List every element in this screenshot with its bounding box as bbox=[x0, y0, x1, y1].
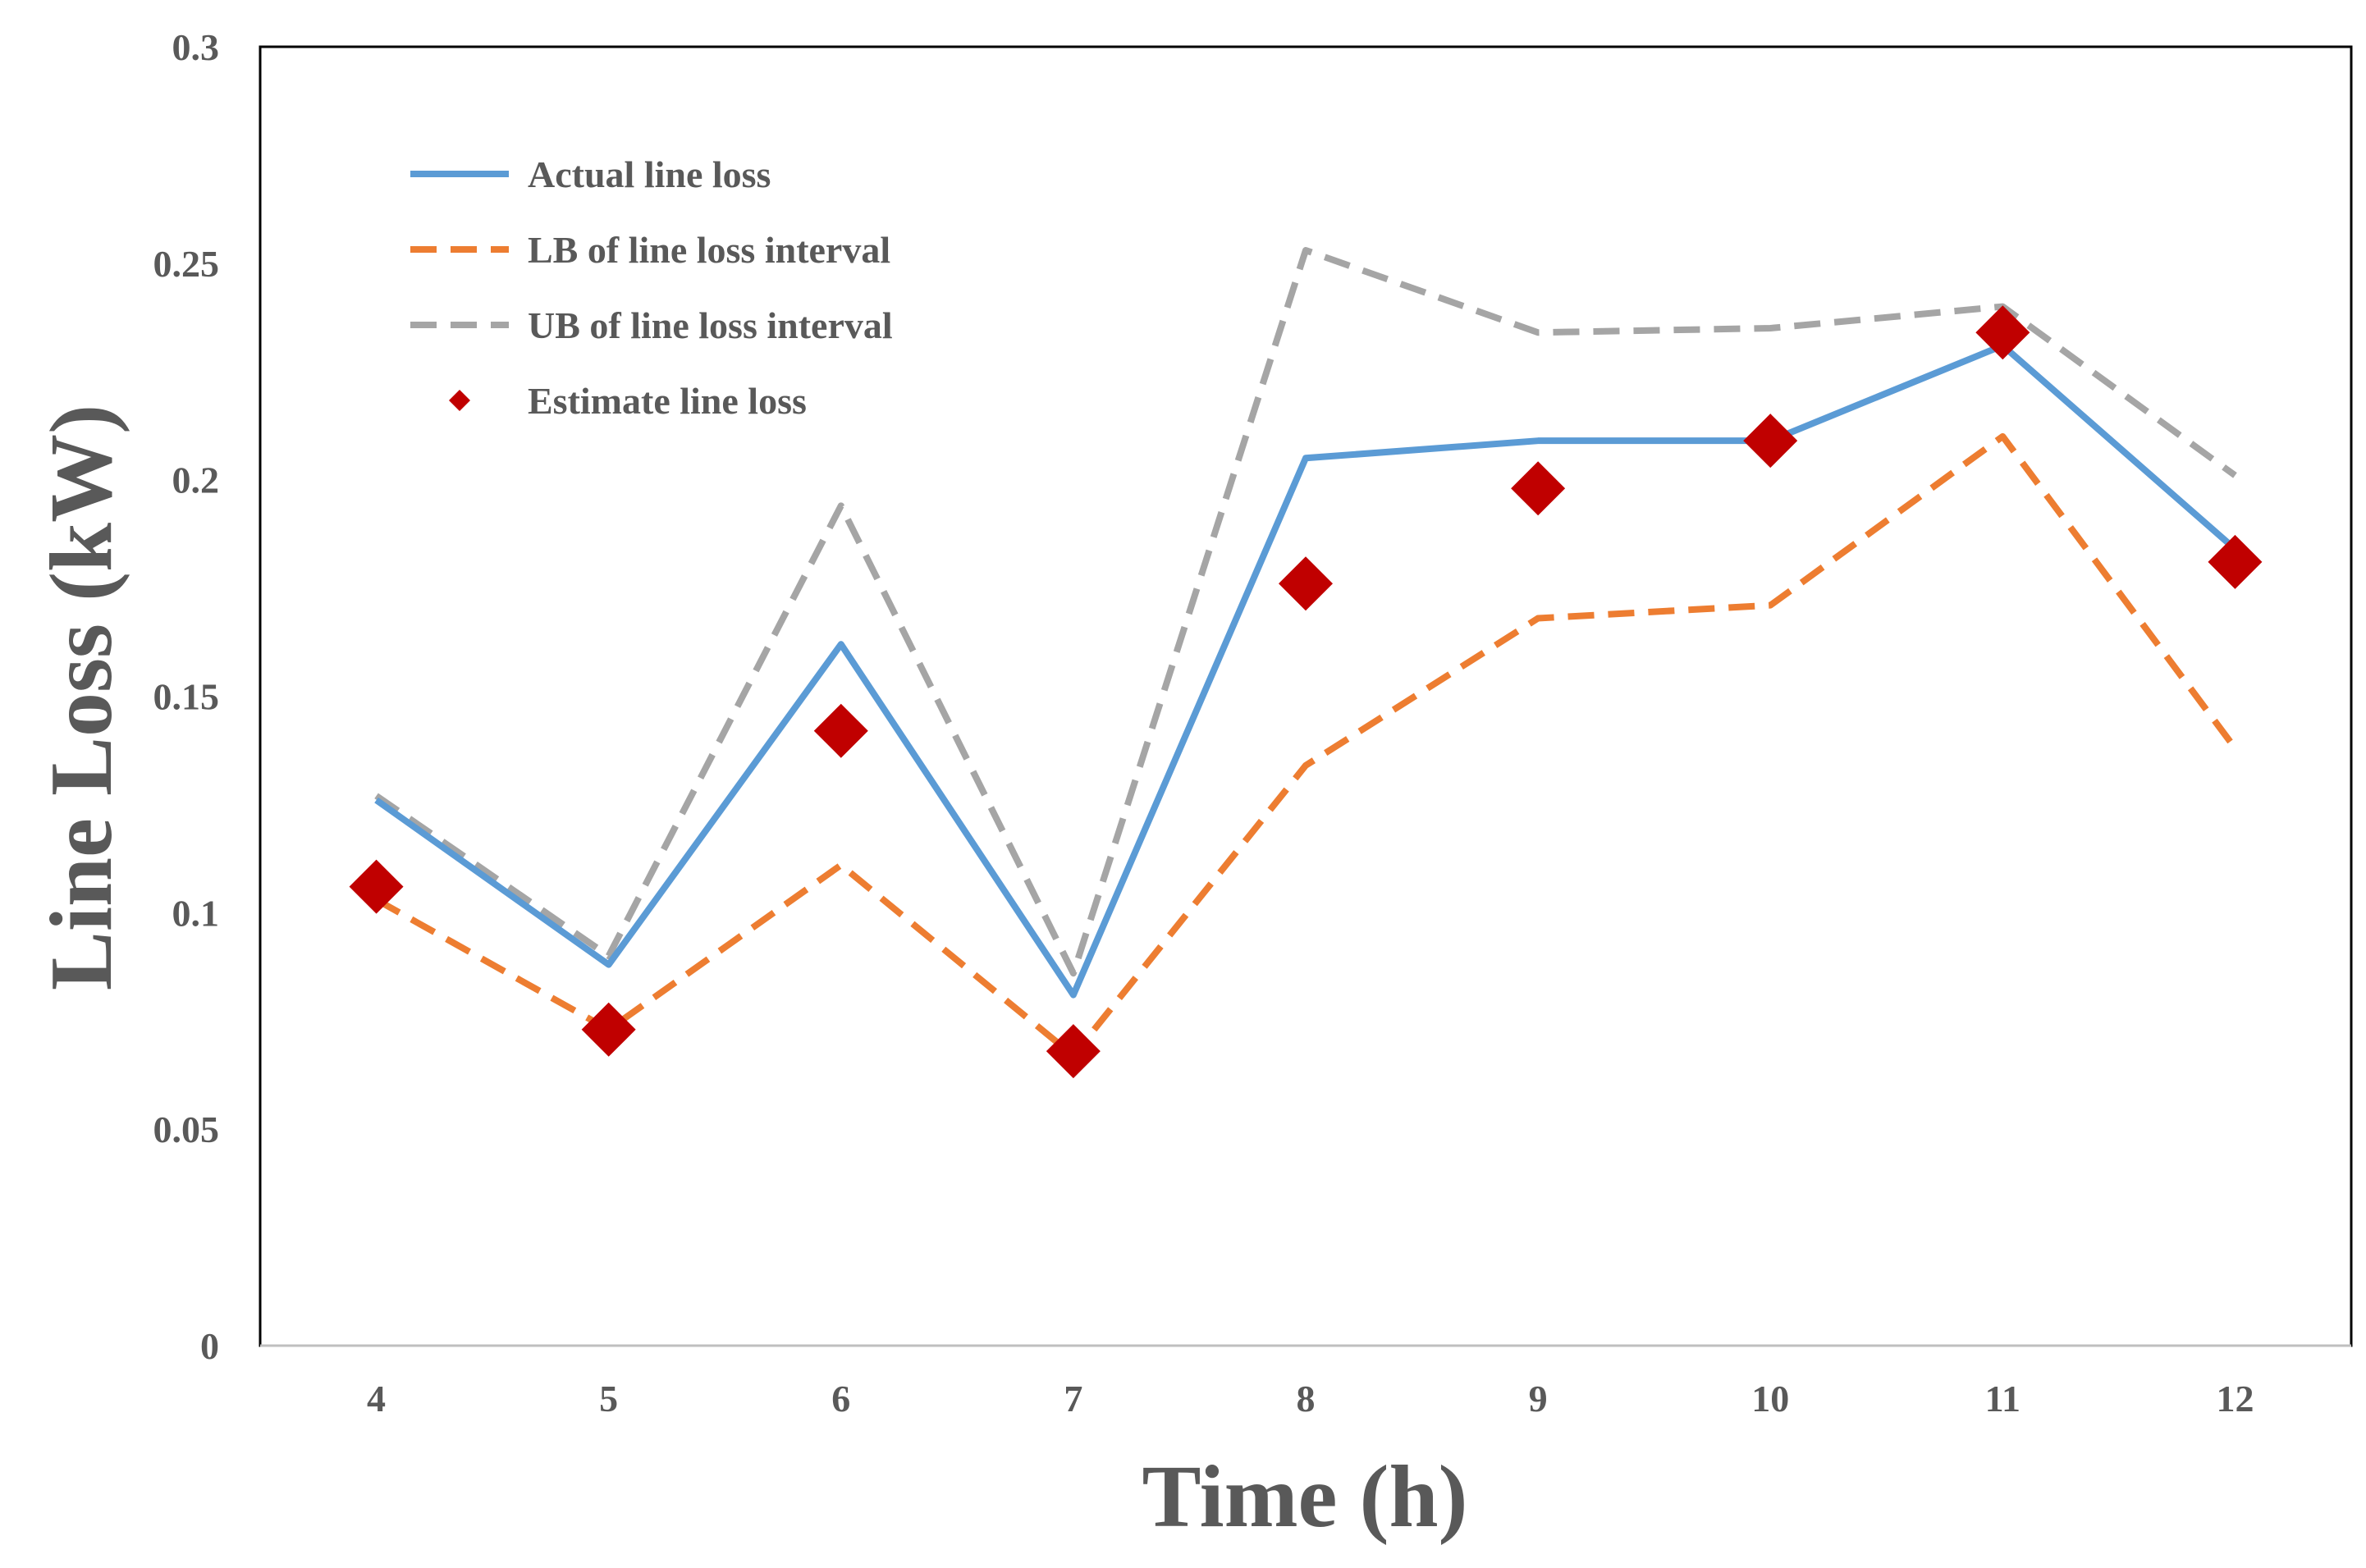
x-tick-label: 7 bbox=[1064, 1378, 1082, 1419]
legend-swatch bbox=[449, 390, 470, 411]
legend-label: Estimate line loss bbox=[528, 380, 807, 422]
series-line-lb-of-line-loss-interval bbox=[374, 432, 2238, 1059]
x-tick-label: 4 bbox=[367, 1378, 386, 1419]
estimate-marker bbox=[349, 859, 404, 914]
series-line-actual-line-loss bbox=[374, 342, 2238, 999]
legend: Actual line loss LB of line loss interval… bbox=[410, 153, 893, 422]
estimate-marker bbox=[813, 703, 868, 758]
legend-item-actual-line-loss: Actual line loss bbox=[410, 153, 771, 195]
legend-label: Actual line loss bbox=[528, 153, 771, 195]
x-tick-label: 5 bbox=[599, 1378, 618, 1419]
y-axis-label: Line Loss (kW) bbox=[33, 405, 130, 990]
y-tick-label: 0.05 bbox=[153, 1109, 220, 1150]
x-tick-label: 8 bbox=[1297, 1378, 1316, 1419]
x-tick-label: 11 bbox=[1985, 1378, 2020, 1419]
x-axis-label: Time (h) bbox=[1142, 1448, 1468, 1546]
y-axis-ticks: 0 0.05 0.1 0.15 0.2 0.25 0.3 bbox=[153, 26, 220, 1367]
series-ub-of-line-loss-interval bbox=[374, 247, 2237, 977]
estimate-marker bbox=[1046, 1024, 1101, 1079]
estimate-marker bbox=[581, 1002, 636, 1057]
estimate-marker bbox=[1743, 414, 1798, 469]
y-tick-label: 0 bbox=[200, 1325, 219, 1367]
y-tick-label: 0.3 bbox=[172, 26, 220, 68]
legend-item-lb-of-line-loss-interval: LB of line loss interval bbox=[410, 229, 890, 271]
y-tick-label: 0.2 bbox=[172, 459, 220, 501]
x-tick-label: 6 bbox=[831, 1378, 850, 1419]
y-tick-label: 0.15 bbox=[153, 676, 220, 718]
legend-item-ub-of-line-loss-interval: UB of line loss interval bbox=[410, 304, 893, 346]
legend-item-estimate-line-loss: Estimate line loss bbox=[449, 380, 807, 422]
series-actual-line-loss bbox=[374, 342, 2238, 999]
x-tick-label: 9 bbox=[1529, 1378, 1548, 1419]
estimate-marker bbox=[1975, 305, 2030, 360]
x-tick-label: 12 bbox=[2216, 1378, 2254, 1419]
legend-label: UB of line loss interval bbox=[528, 304, 893, 346]
estimate-marker bbox=[1511, 461, 1566, 516]
estimate-marker bbox=[1279, 556, 1333, 611]
series-estimate-line-loss bbox=[349, 305, 2263, 1079]
series-lb-of-line-loss-interval bbox=[374, 432, 2238, 1059]
x-tick-label: 10 bbox=[1751, 1378, 1789, 1419]
y-tick-label: 0.25 bbox=[153, 243, 220, 285]
estimate-marker bbox=[2208, 534, 2263, 589]
y-tick-label: 0.1 bbox=[172, 892, 220, 934]
series-line-ub-of-line-loss-interval bbox=[374, 247, 2237, 977]
x-axis-ticks: 4 5 6 7 8 9 10 11 12 bbox=[367, 1378, 2254, 1419]
legend-label: LB of line loss interval bbox=[528, 229, 890, 271]
series-layer bbox=[349, 247, 2263, 1079]
plot-frame bbox=[259, 45, 2353, 1347]
